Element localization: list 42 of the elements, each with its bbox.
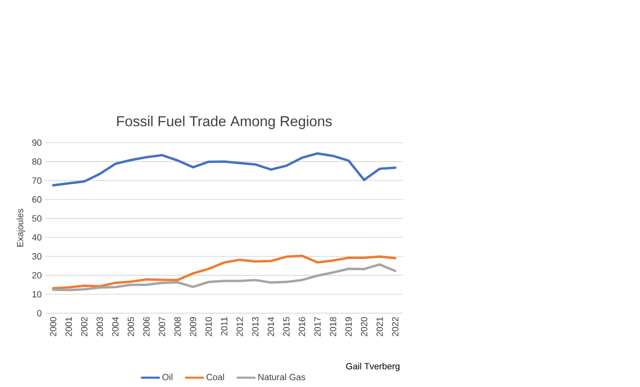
x-tick-label: 2000: [50, 317, 56, 336]
x-tick-label: 2020: [360, 317, 368, 336]
x-tick-label: 2012: [236, 317, 243, 336]
y-tick-label: 10: [32, 291, 42, 298]
x-tick-label: 2017: [314, 317, 321, 336]
y-tick-label: 20: [32, 272, 42, 279]
x-tick-label: 2021: [376, 317, 383, 336]
x-tick-label: 2014: [268, 317, 274, 336]
x-tick-label: 2015: [283, 317, 290, 336]
x-tick-label: 2001: [66, 317, 72, 336]
y-tick-label: 50: [32, 215, 42, 222]
y-tick-label: 90: [32, 139, 42, 146]
x-tick-label: 2005: [128, 317, 134, 336]
x-tick-label: 2013: [252, 317, 258, 336]
y-tick-label: 60: [32, 196, 42, 203]
x-tick-label: 2010: [205, 317, 212, 336]
chart-title: Fossil Fuel Trade Among Regions: [117, 116, 332, 130]
x-tick-label: 2009: [190, 317, 196, 336]
x-tick-label: 2003: [96, 317, 103, 336]
x-tick-label: 2004: [112, 317, 119, 336]
x-tick-label: 2016: [298, 317, 306, 336]
x-tick-label: 2019: [345, 317, 352, 336]
x-tick-label: 2006: [143, 317, 150, 336]
x-tick-label: 2011: [221, 317, 228, 336]
y-tick-label: 70: [32, 177, 42, 184]
y-tick-label: 30: [32, 253, 42, 260]
legend-label: Coal: [206, 374, 224, 380]
x-tick-label: 2007: [158, 317, 166, 336]
x-tick-label: 2008: [174, 317, 181, 336]
x-tick-label: 2022: [392, 317, 398, 336]
line-series: [52, 254, 396, 290]
x-tick-label: 2018: [330, 317, 336, 336]
y-tick-label: 40: [32, 234, 42, 241]
y-axis-title: Exajoules: [16, 208, 26, 247]
y-tick-label: 80: [32, 158, 42, 165]
text: Gail Tverberg: [346, 362, 400, 372]
legend-label: Natural Gas: [258, 374, 306, 380]
x-tick-label: 2002: [81, 317, 88, 336]
line-series: [52, 152, 396, 187]
line-series: [52, 263, 396, 292]
y-tick-label: 0: [37, 310, 42, 316]
legend-label: Oil: [162, 374, 172, 380]
